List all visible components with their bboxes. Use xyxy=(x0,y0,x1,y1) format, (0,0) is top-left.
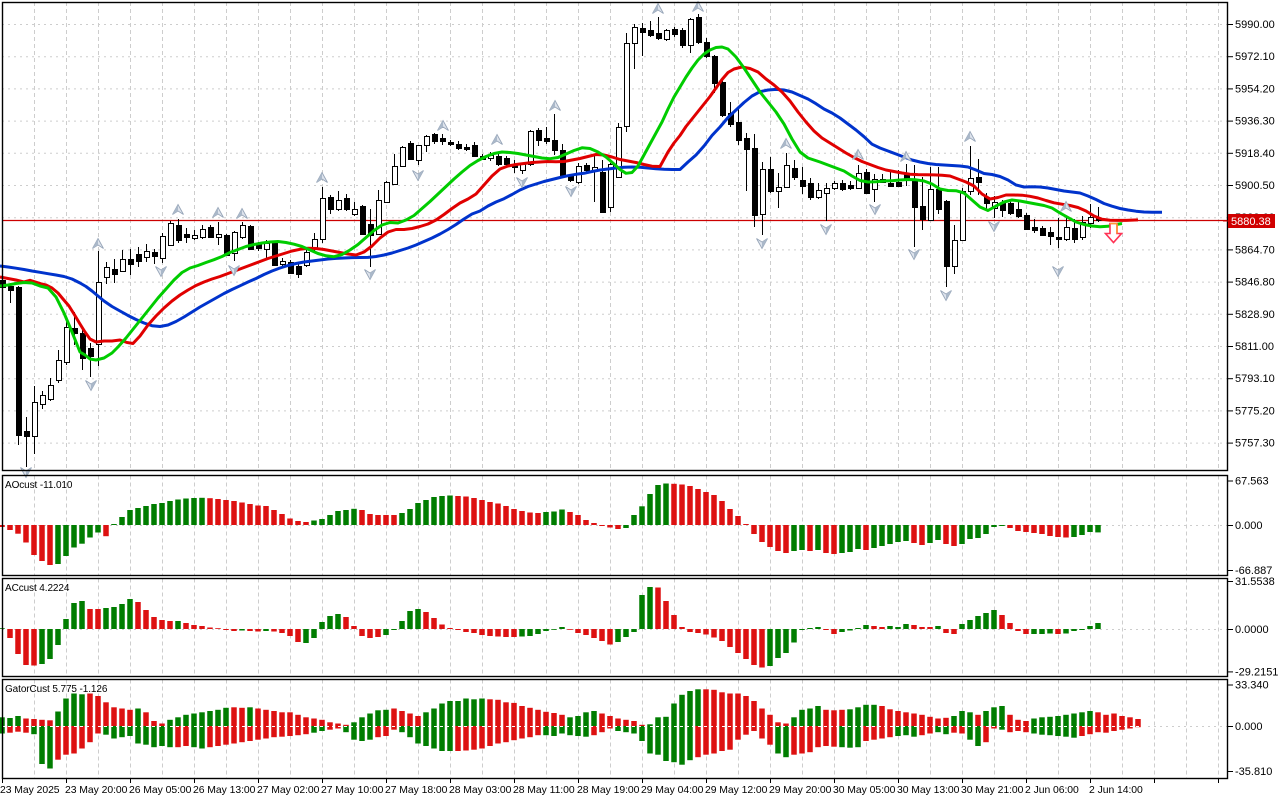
svg-text:5936.30: 5936.30 xyxy=(1235,116,1275,128)
svg-text:2 Jun 14:00: 2 Jun 14:00 xyxy=(1089,785,1143,796)
svg-text:23 May 20:00: 23 May 20:00 xyxy=(65,785,128,796)
svg-text:29 May 12:00: 29 May 12:00 xyxy=(705,785,768,796)
svg-text:23 May 2025: 23 May 2025 xyxy=(0,785,60,796)
svg-text:27 May 18:00: 27 May 18:00 xyxy=(385,785,448,796)
svg-text:27 May 10:00: 27 May 10:00 xyxy=(321,785,384,796)
svg-text:5972.10: 5972.10 xyxy=(1235,51,1275,63)
svg-text:-35.810: -35.810 xyxy=(1235,766,1272,778)
svg-text:33.340: 33.340 xyxy=(1235,680,1269,692)
svg-text:ACcust 4.2224: ACcust 4.2224 xyxy=(5,583,70,594)
svg-text:5811.00: 5811.00 xyxy=(1235,341,1274,353)
svg-text:5954.20: 5954.20 xyxy=(1235,83,1275,95)
svg-text:5775.20: 5775.20 xyxy=(1235,405,1275,417)
svg-text:30 May 13:00: 30 May 13:00 xyxy=(897,785,960,796)
svg-text:AOcust -11.010: AOcust -11.010 xyxy=(5,480,73,491)
svg-text:GatorCust 5.775 -1.126: GatorCust 5.775 -1.126 xyxy=(5,684,108,695)
svg-text:5880.38: 5880.38 xyxy=(1231,216,1271,228)
svg-text:0.000: 0.000 xyxy=(1235,721,1263,733)
svg-text:26 May 05:00: 26 May 05:00 xyxy=(129,785,192,796)
svg-text:28 May 11:00: 28 May 11:00 xyxy=(513,785,575,796)
svg-text:30 May 21:00: 30 May 21:00 xyxy=(961,785,1024,796)
svg-text:5793.10: 5793.10 xyxy=(1235,373,1275,385)
svg-text:-66.887: -66.887 xyxy=(1235,565,1272,577)
svg-text:28 May 19:00: 28 May 19:00 xyxy=(577,785,640,796)
svg-text:5864.70: 5864.70 xyxy=(1235,244,1275,256)
svg-text:26 May 13:00: 26 May 13:00 xyxy=(193,785,256,796)
svg-text:5918.40: 5918.40 xyxy=(1235,148,1275,160)
svg-text:28 May 03:00: 28 May 03:00 xyxy=(449,785,512,796)
svg-text:27 May 02:00: 27 May 02:00 xyxy=(257,785,320,796)
svg-text:0.000: 0.000 xyxy=(1235,520,1263,532)
svg-text:5757.30: 5757.30 xyxy=(1235,438,1275,450)
svg-text:29 May 04:00: 29 May 04:00 xyxy=(641,785,704,796)
svg-text:0.0000: 0.0000 xyxy=(1235,624,1269,636)
svg-text:5846.80: 5846.80 xyxy=(1235,277,1275,289)
svg-text:-29.2151: -29.2151 xyxy=(1235,666,1278,678)
svg-text:67.563: 67.563 xyxy=(1235,476,1269,488)
svg-text:5990.00: 5990.00 xyxy=(1235,19,1275,31)
svg-text:2 Jun 06:00: 2 Jun 06:00 xyxy=(1025,785,1079,796)
svg-text:30 May 05:00: 30 May 05:00 xyxy=(833,785,896,796)
svg-text:5900.50: 5900.50 xyxy=(1235,180,1275,192)
svg-text:29 May 20:00: 29 May 20:00 xyxy=(769,785,832,796)
svg-text:31.5538: 31.5538 xyxy=(1235,576,1275,588)
svg-text:5828.90: 5828.90 xyxy=(1235,309,1275,321)
